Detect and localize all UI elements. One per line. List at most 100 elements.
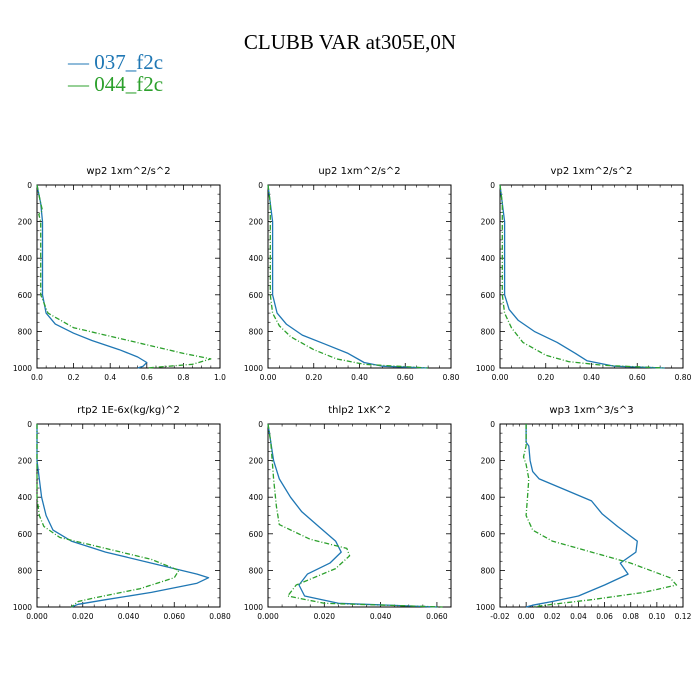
series-line-044-f2c [267, 423, 443, 608]
y-tick-label: 1000 [13, 364, 32, 373]
x-tick-label: 0.040 [370, 612, 392, 621]
subplot-title: vp2 1xm^2/s^2 [551, 166, 633, 177]
y-tick-label: 600 [18, 291, 33, 300]
y-tick-label: 0 [258, 181, 263, 190]
y-tick-label: 800 [481, 566, 496, 575]
y-tick-label: 0 [27, 420, 32, 429]
subplot-4: rtp2 1E-6x(kg/kg)^2 0.000 0.020 0.040 0.060 0… [13, 405, 231, 621]
y-tick-label: 1000 [476, 603, 495, 612]
series-line-037-f2c [499, 184, 665, 369]
x-tick-label: 0.6 [141, 373, 153, 382]
y-tick-label: 200 [18, 457, 33, 466]
y-tick-label: 800 [249, 566, 264, 575]
y-tick-label: 800 [18, 327, 33, 336]
subplot-title: wp3 1xm^3/s^3 [549, 405, 633, 416]
series-line-044-f2c [522, 424, 678, 608]
plot-frame [267, 423, 452, 608]
x-tick-label: 1.0 [214, 373, 226, 382]
y-tick-label: 600 [481, 530, 496, 539]
y-tick-label: 0 [490, 420, 495, 429]
y-tick-label: 1000 [13, 603, 32, 612]
y-tick-label: 600 [18, 530, 33, 539]
subplot-1: wp2 1xm^2/s^2 0.0 0.2 0.4 0.6 0.8 1.0 0 200 400 60… [13, 166, 226, 382]
y-tick-label: 0 [258, 420, 263, 429]
x-tick-label: 0.2 [68, 373, 80, 382]
y-tick-label: 0 [490, 181, 495, 190]
y-tick-label: 400 [18, 254, 33, 263]
x-tick-label: 0.04 [570, 612, 587, 621]
y-tick-label: 200 [18, 218, 33, 227]
x-tick-label: 0.0 [31, 373, 43, 382]
x-tick-label: 0.02 [544, 612, 561, 621]
subplot-3: vp2 1xm^2/s^2 0.00 0.20 0.40 0.60 0.80 0 200 400… [476, 166, 692, 382]
x-tick-label: 0.020 [72, 612, 94, 621]
x-tick-label: 0.020 [314, 612, 336, 621]
subplot-5: thlp2 1xK^2 0.000 0.020 0.040 0.060 0 200 400 60… [244, 405, 452, 621]
series-line-037-f2c [267, 423, 437, 608]
plot-frame [267, 184, 452, 369]
subplot-6: wp3 1xm^3/s^3 -0.02 0.00 0.02 0.04 0.06 0.08 0.… [476, 405, 692, 621]
series-line-037-f2c [267, 184, 429, 369]
x-tick-label: 0.8 [177, 373, 189, 382]
y-tick-label: 600 [481, 291, 496, 300]
x-tick-label: 0.40 [583, 373, 600, 382]
x-tick-label: 0.08 [622, 612, 639, 621]
y-tick-label: 800 [249, 327, 264, 336]
legend-entry-044-f2c: — 044_f2c [68, 72, 164, 96]
subplot-title: thlp2 1xK^2 [328, 405, 391, 416]
x-tick-label: 0.060 [426, 612, 448, 621]
x-tick-label: 0.040 [118, 612, 140, 621]
series-line-037-f2c [36, 424, 210, 608]
subplot-title: wp2 1xm^2/s^2 [86, 166, 170, 177]
subplot-2: up2 1xm^2/s^2 0.00 0.20 0.40 0.60 0.80 0 200 400… [244, 166, 460, 382]
series-line-044-f2c [267, 184, 429, 369]
x-tick-label: 0.10 [649, 612, 666, 621]
series-line-044-f2c [499, 184, 665, 369]
x-tick-label: 0.06 [596, 612, 613, 621]
series-line-037-f2c [525, 424, 638, 608]
y-tick-label: 400 [249, 493, 264, 502]
x-tick-label: 0.20 [305, 373, 322, 382]
y-tick-label: 400 [481, 254, 496, 263]
y-tick-label: 800 [481, 327, 496, 336]
subplot-title: rtp2 1E-6x(kg/kg)^2 [77, 405, 180, 416]
legend-entry-037-f2c: — 037_f2c [68, 50, 164, 74]
x-tick-label: 0.00 [518, 612, 535, 621]
x-tick-label: 0.20 [537, 373, 554, 382]
x-tick-label: 0.4 [104, 373, 116, 382]
subplot-title: up2 1xm^2/s^2 [318, 166, 400, 177]
y-tick-label: 1000 [476, 364, 495, 373]
y-tick-label: 200 [249, 218, 264, 227]
y-tick-label: 400 [249, 254, 264, 263]
chart-main-title: CLUBB VAR at305E,0N [243, 30, 457, 54]
y-tick-label: 400 [481, 493, 496, 502]
x-tick-label: 0.12 [675, 612, 692, 621]
x-tick-label: 0.060 [164, 612, 186, 621]
series-line-044-f2c [36, 184, 212, 369]
x-tick-label: 0.80 [443, 373, 460, 382]
y-tick-label: 1000 [244, 364, 263, 373]
x-tick-label: 0.00 [260, 373, 277, 382]
y-tick-label: 200 [481, 457, 496, 466]
x-tick-label: 0.60 [629, 373, 646, 382]
x-tick-label: 0.000 [26, 612, 48, 621]
plot-frame [36, 423, 221, 608]
y-tick-label: 600 [249, 291, 264, 300]
plot-frame [499, 423, 684, 608]
x-tick-label: 0.60 [397, 373, 414, 382]
y-tick-label: 0 [27, 181, 32, 190]
series-line-044-f2c [36, 424, 180, 608]
x-tick-label: 0.080 [209, 612, 231, 621]
x-tick-label: 0.000 [257, 612, 279, 621]
y-tick-label: 200 [481, 218, 496, 227]
x-tick-label: 0.00 [492, 373, 509, 382]
y-tick-label: 400 [18, 493, 33, 502]
x-tick-label: -0.02 [490, 612, 510, 621]
y-tick-label: 200 [249, 457, 264, 466]
y-tick-label: 800 [18, 566, 33, 575]
x-tick-label: 0.40 [351, 373, 368, 382]
y-tick-label: 600 [249, 530, 264, 539]
series-line-037-f2c [36, 184, 148, 369]
plot-frame [499, 184, 684, 369]
